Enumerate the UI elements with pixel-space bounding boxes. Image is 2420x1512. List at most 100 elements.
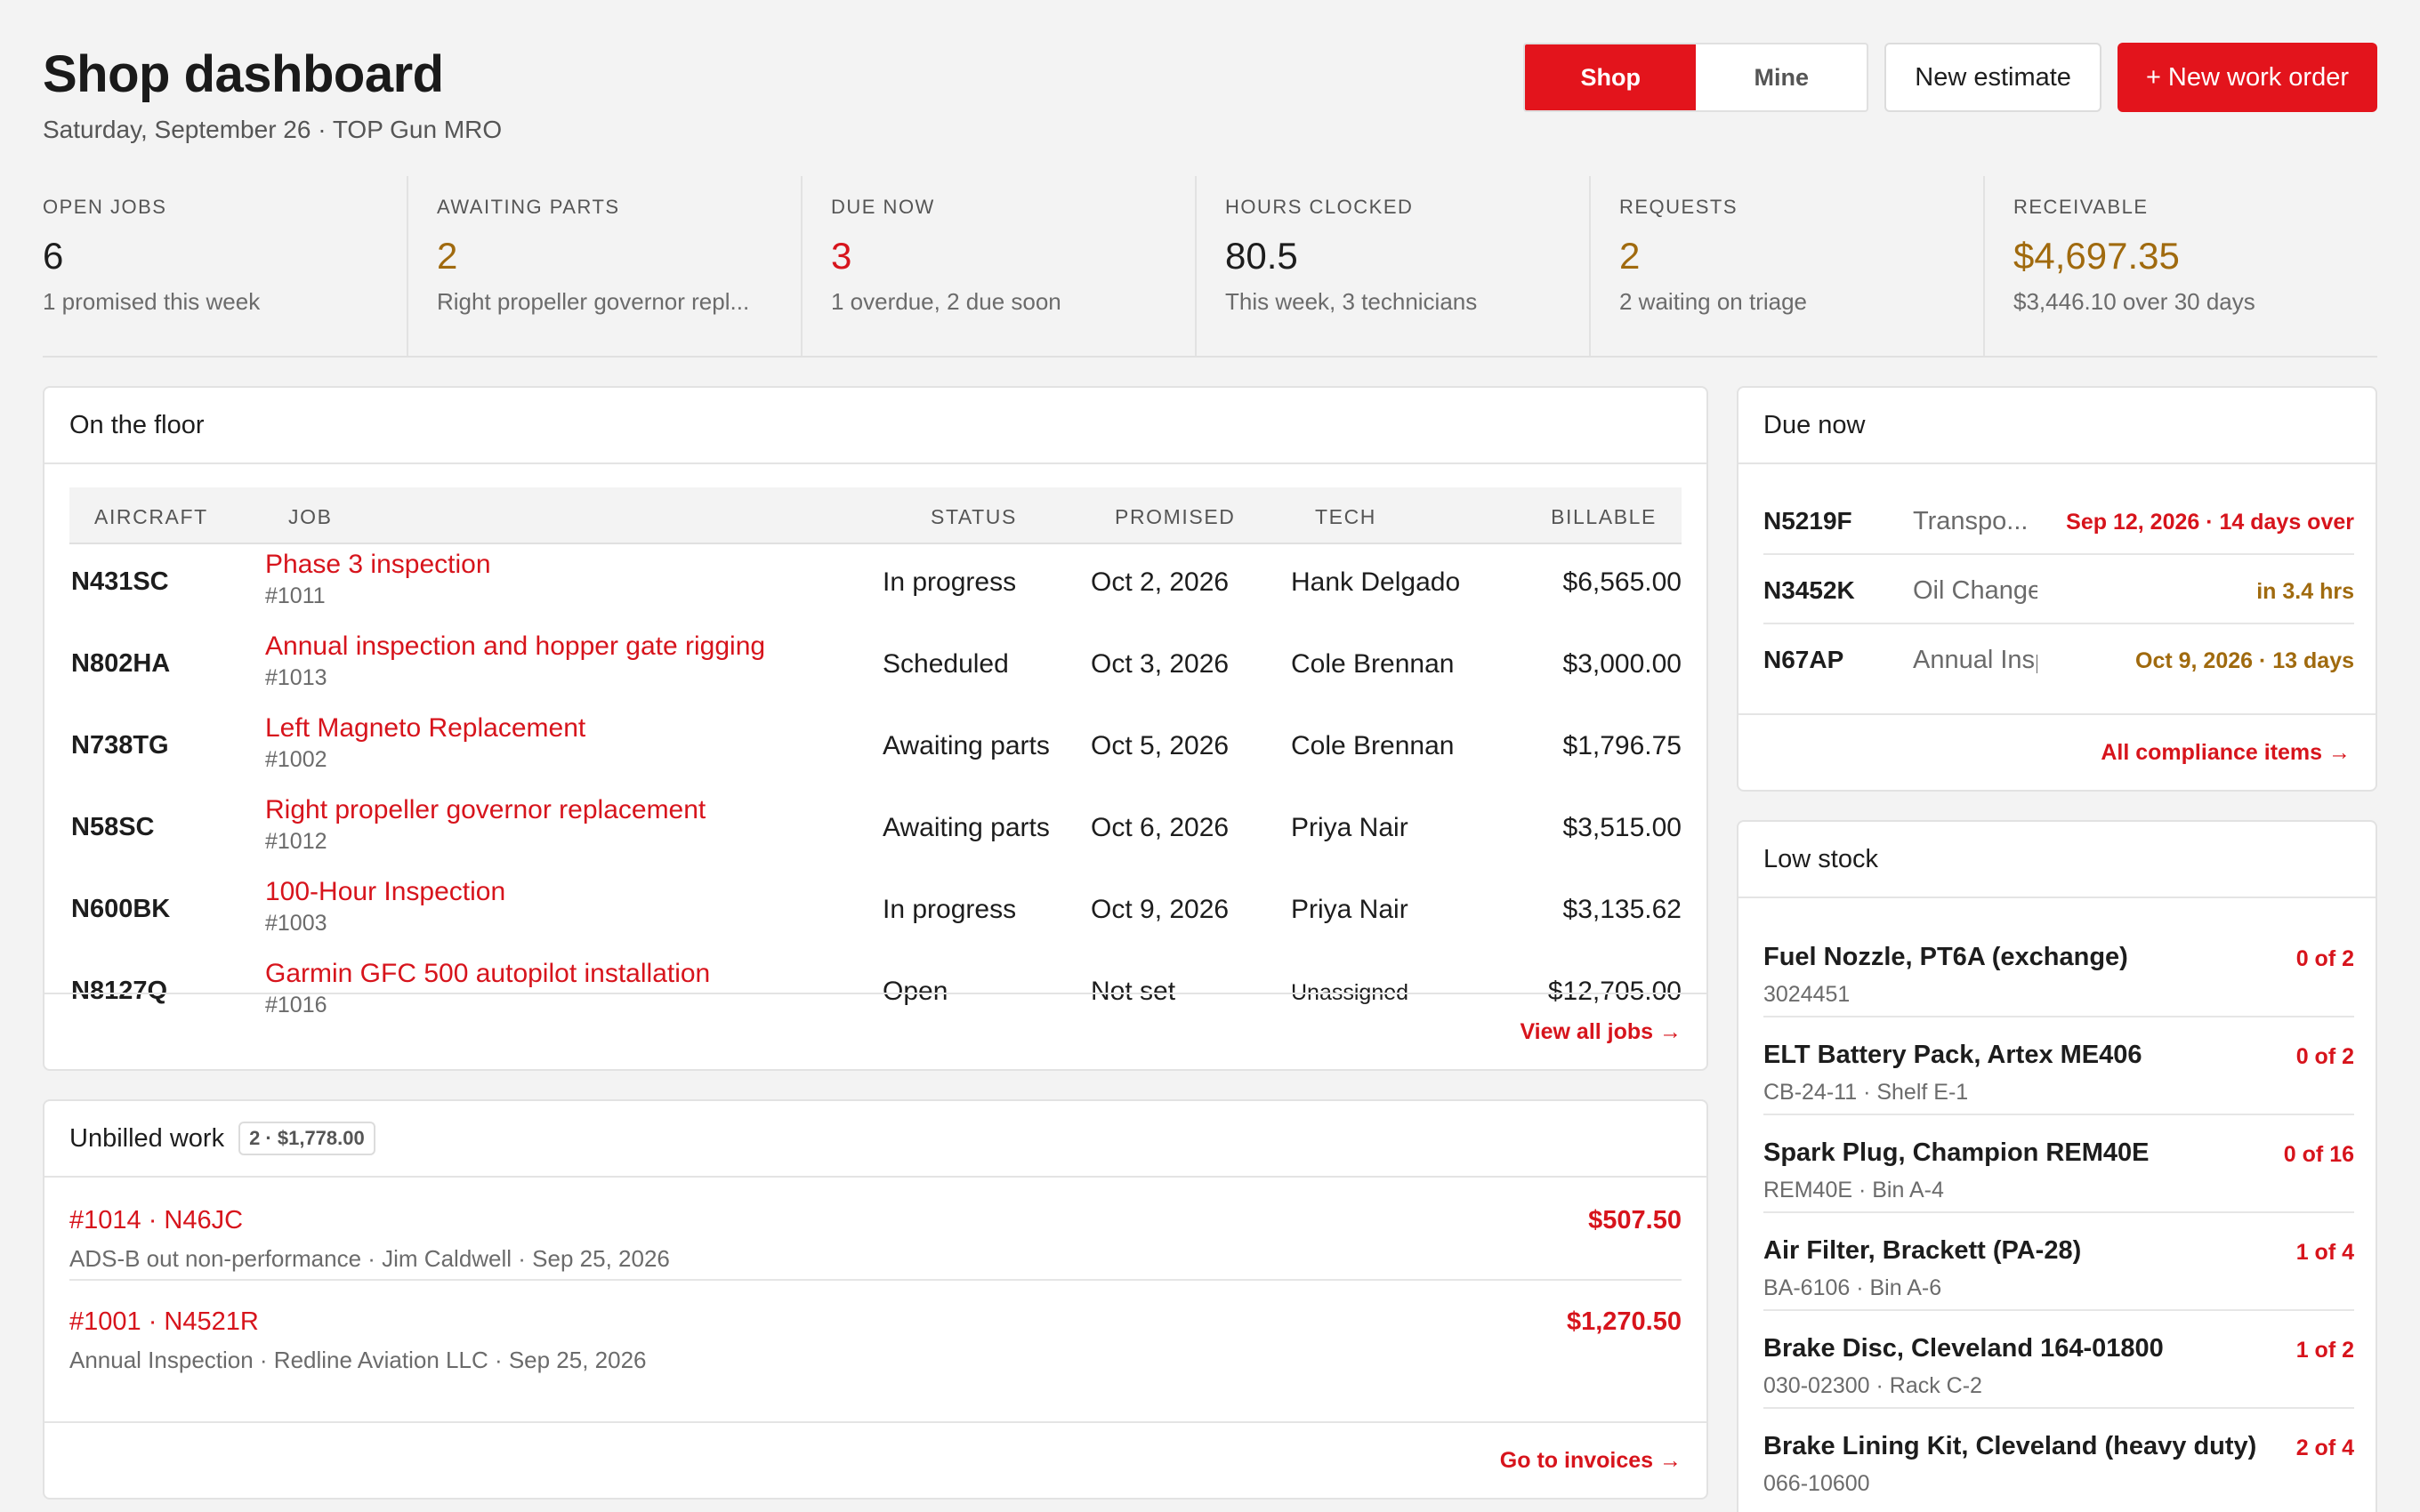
table-row[interactable]: N58SC Right propeller governor replacemen… [69,792,1682,863]
aircraft-tail: N58SC [71,813,155,841]
aircraft-tail: N738TG [71,731,169,760]
due-aircraft: N5219F [1763,507,1852,535]
job-link[interactable]: Left Magneto Replacement [265,713,586,743]
stat-hours-clocked[interactable]: HOURS CLOCKED 80.5 This week, 3 technici… [1197,176,1591,356]
job-cell: Phase 3 inspection #1011 [265,550,491,609]
part-number-location: 066-10600 [1763,1471,1870,1496]
stat-due-now[interactable]: DUE NOW 3 1 overdue, 2 due soon [803,176,1197,356]
unbilled-job-link[interactable]: #1001 · N4521R [69,1307,259,1336]
job-link[interactable]: Right propeller governor replacement [265,795,706,824]
stat-label: DUE NOW [831,196,935,218]
due-date: Sep 12, 2026 · 14 days over [2066,510,2354,535]
due-date: in 3.4 hrs [2256,579,2354,604]
column-header-tech[interactable]: TECH [1315,505,1377,528]
card-header: Unbilled work 2 · $1,778.00 [44,1101,1706,1178]
promised-date: Oct 5, 2026 [1091,731,1230,760]
due-item[interactable]: N5219F Transpo... Sep 12, 2026 · 14 days o… [1763,486,2354,555]
promised-date: Oct 6, 2026 [1091,813,1230,842]
stat-sub: 1 overdue, 2 due soon [831,288,1061,315]
job-status: Scheduled [883,649,1009,679]
shop-view-button[interactable]: Shop [1525,44,1697,110]
new-estimate-button[interactable]: New estimate [1884,43,2101,112]
job-link[interactable]: Garmin GFC 500 autopilot installation [265,959,711,988]
tech-name: Priya Nair [1291,813,1408,842]
unbilled-amount: $507.50 [1588,1206,1682,1235]
unbilled-amount: $1,270.50 [1566,1307,1682,1336]
stat-value: 3 [831,235,852,277]
job-number: #1013 [265,665,327,690]
page-subtitle: Saturday, September 26 · TOP Gun MRO [43,116,503,143]
job-number: #1011 [265,583,326,608]
aircraft-tail: N600BK [71,895,171,923]
aircraft-tail: N431SC [71,567,169,596]
stat-sub: 1 promised this week [43,288,261,315]
column-header-status[interactable]: STATUS [931,505,1017,528]
unbilled-count-badge: 2 · $1,778.00 [238,1122,375,1155]
stat-awaiting-parts[interactable]: AWAITING PARTS 2 Right propeller governo… [408,176,803,356]
aircraft-tail: N8127Q [71,977,168,1005]
stat-value: 2 [437,235,458,277]
job-cell: Annual inspection and hopper gate riggin… [265,631,765,691]
low-stock-item[interactable]: Brake Lining Kit, Cleveland (heavy duty)… [1763,1409,2354,1507]
new-work-order-button[interactable]: + New work order [2117,43,2377,112]
tech-name: Cole Brennan [1291,649,1455,679]
unbilled-details: ADS-B out non-performance · Jim Caldwell… [69,1245,670,1272]
view-all-jobs-link[interactable]: View all jobs → [44,993,1706,1069]
unbilled-details: Annual Inspection · Redline Aviation LLC… [69,1347,647,1373]
stat-sub: Right propeller governor repl... [437,288,750,315]
stat-receivable[interactable]: RECEIVABLE $4,697.35 $3,446.10 over 30 d… [1985,176,2377,356]
job-cell: Right propeller governor replacement #101… [265,795,706,855]
stat-open-jobs[interactable]: OPEN JOBS 6 1 promised this week [43,176,408,356]
part-name: Fuel Nozzle, PT6A (exchange) [1763,943,2128,971]
stock-quantity: 0 of 16 [2283,1142,2354,1167]
due-item[interactable]: N67AP Annual Inspec... Oct 9, 2026 · 13 da… [1763,624,2354,694]
billable-amount: $1,796.75 [1562,731,1682,760]
all-compliance-items-link[interactable]: All compliance items → [1738,713,2376,790]
page-title: Shop dashboard [43,45,444,103]
due-item[interactable]: N3452K Oil Change in 3.4 hrs [1763,555,2354,624]
stat-value: 2 [1619,235,1641,277]
part-number-location: 030-02300 · Rack C-2 [1763,1373,1982,1398]
low-stock-item[interactable]: Fuel Nozzle, PT6A (exchange) 3024451 0 of … [1763,920,2354,1017]
due-aircraft: N67AP [1763,646,1844,673]
unbilled-item[interactable]: #1014 · N46JC ADS-B out non-performance ·… [69,1179,1682,1281]
low-stock-item[interactable]: Brake Disc, Cleveland 164-01800 030-02300… [1763,1311,2354,1409]
unbilled-work-card: Unbilled work 2 · $1,778.00 #1014 · N46J… [43,1099,1708,1500]
column-header-aircraft[interactable]: AIRCRAFT [94,505,208,528]
billable-amount: $6,565.00 [1562,567,1682,597]
aircraft-tail: N802HA [71,649,171,678]
unbilled-job-link[interactable]: #1014 · N46JC [69,1206,244,1235]
part-number-location: 3024451 [1763,982,1851,1007]
mine-view-button[interactable]: Mine [1754,63,1810,91]
table-row[interactable]: N431SC Phase 3 inspection #1011 In progress… [69,546,1682,617]
job-number: #1012 [265,829,327,854]
header-actions: Shop Mine New estimate + New work order [1523,43,2377,112]
stat-label: RECEIVABLE [2013,196,2149,218]
job-status: In progress [883,895,1017,924]
job-link[interactable]: Phase 3 inspection [265,550,491,579]
go-to-invoices-link[interactable]: Go to invoices → [44,1421,1706,1498]
view-toggle: Shop Mine [1523,43,1869,112]
column-header-promised[interactable]: PROMISED [1115,505,1236,528]
low-stock-item[interactable]: ELT Battery Pack, Artex ME406 CB-24-11 · … [1763,1017,2354,1115]
table-row[interactable]: N600BK 100-Hour Inspection #1003 In progres… [69,873,1682,945]
table-row[interactable]: N802HA Annual inspection and hopper gate … [69,628,1682,699]
unbilled-item[interactable]: #1001 · N4521R Annual Inspection · Redlin… [69,1281,1682,1382]
promised-date: Oct 9, 2026 [1091,895,1230,924]
stat-requests[interactable]: REQUESTS 2 2 waiting on triage [1591,176,1985,356]
low-stock-item[interactable]: Air Filter, Brackett (PA-28) BA-6106 · Bi… [1763,1213,2354,1311]
job-link[interactable]: 100-Hour Inspection [265,877,506,906]
column-header-job[interactable]: JOB [288,505,333,528]
stock-quantity: 1 of 4 [2295,1240,2354,1265]
card-title: Due now [1738,388,2376,464]
low-stock-item[interactable]: Spark Plug, Champion REM40E REM40E · Bin … [1763,1115,2354,1213]
tech-name: Priya Nair [1291,895,1408,924]
job-cell: Garmin GFC 500 autopilot installation #10… [265,959,710,1018]
part-name: Brake Disc, Cleveland 164-01800 [1763,1334,2164,1363]
table-row[interactable]: N738TG Left Magneto Replacement #1002 Await… [69,710,1682,781]
job-link[interactable]: Annual inspection and hopper gate riggin… [265,631,766,661]
due-description: Transpo... [1913,507,2029,535]
column-header-billable[interactable]: BILLABLE [1551,505,1657,528]
stat-value: $4,697.35 [2013,235,2180,277]
stat-sub: 2 waiting on triage [1619,288,1808,315]
